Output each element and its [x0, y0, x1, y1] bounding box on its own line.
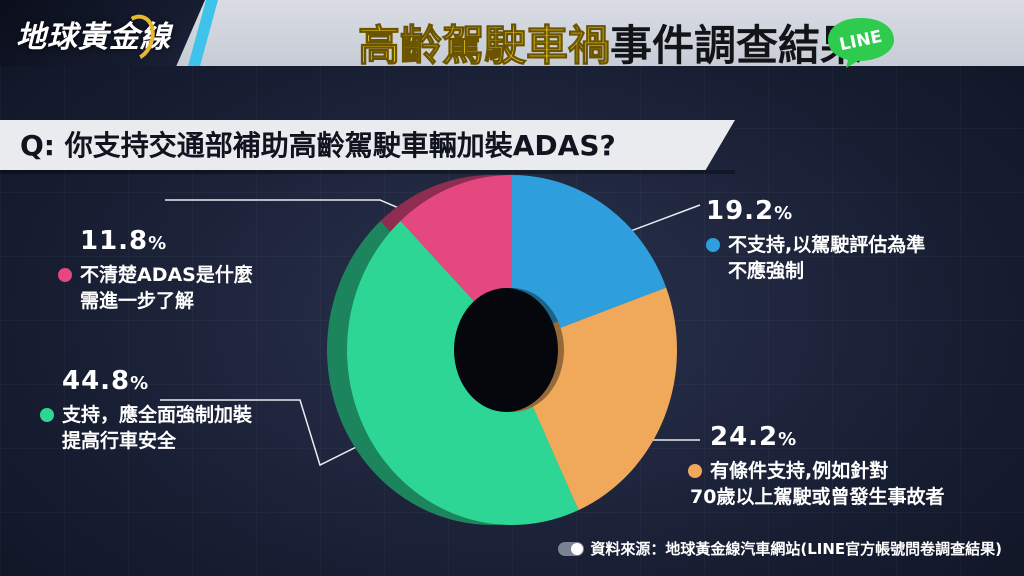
- pct-green: 44.8%: [62, 366, 150, 396]
- label-pink: 11.8% 不清楚ADAS是什麼 需進一步了解: [58, 226, 253, 314]
- logo-band: [0, 0, 205, 66]
- title-rest: 事件調查結果: [610, 21, 863, 70]
- title-highlight: 高齡駕駛車禍: [357, 21, 610, 71]
- question-text: Q: 你支持交通部補助高齡駕駛車輛加裝ADAS?: [20, 129, 616, 162]
- label-blue: 19.2% 不支持,以駕駛評估為準 不應強制: [706, 196, 925, 284]
- label-green: 44.8% 支持，應全面強制加裝 提高行車安全: [40, 366, 252, 454]
- desc-pink-1: 不清楚ADAS是什麼: [80, 264, 253, 286]
- donut-hole: [454, 288, 558, 412]
- question-bar: [0, 120, 735, 170]
- desc-green-1: 支持，應全面強制加裝: [62, 404, 253, 426]
- desc-green-2: 提高行車安全: [62, 430, 177, 452]
- desc-orange-1: 有條件支持,例如針對: [710, 460, 889, 482]
- pct-orange: 24.2%: [710, 422, 798, 452]
- donut-slices: [327, 175, 677, 525]
- question-bar-shadow: [0, 170, 735, 174]
- donut-slice-3: [400, 175, 512, 305]
- orange-dot-icon: [688, 464, 702, 478]
- desc-pink-2: 需進一步了解: [80, 290, 195, 312]
- donut-slice-1: [532, 287, 677, 511]
- green-dot-icon: [40, 408, 54, 422]
- pct-blue: 19.2%: [706, 196, 794, 226]
- source-note: 資料來源：地球黃金線汽車網站(LINE官方帳號問卷調查結果): [558, 538, 1002, 559]
- page-title: 高齡駕駛車禍事件調查結果: [230, 12, 990, 71]
- desc-orange-2: 70歲以上駕駛或曾發生事故者: [690, 486, 945, 508]
- label-orange: 24.2% 有條件支持,例如針對 70歲以上駕駛或曾發生事故者: [688, 422, 944, 510]
- desc-blue-1: 不支持,以駕駛評估為準: [728, 234, 926, 256]
- toggle-icon: [558, 542, 585, 556]
- desc-blue-2: 不應強制: [728, 260, 805, 282]
- pct-pink: 11.8%: [80, 226, 168, 256]
- line-logo-icon: LINE: [828, 18, 894, 68]
- source-text: 資料來源：地球黃金線汽車網站(LINE官方帳號問卷調查結果): [590, 540, 1002, 558]
- show-logo: 地球黃金線: [16, 20, 171, 55]
- donut-slice-0: [512, 175, 667, 328]
- pink-dot-icon: [58, 268, 72, 282]
- blue-dot-icon: [706, 238, 720, 252]
